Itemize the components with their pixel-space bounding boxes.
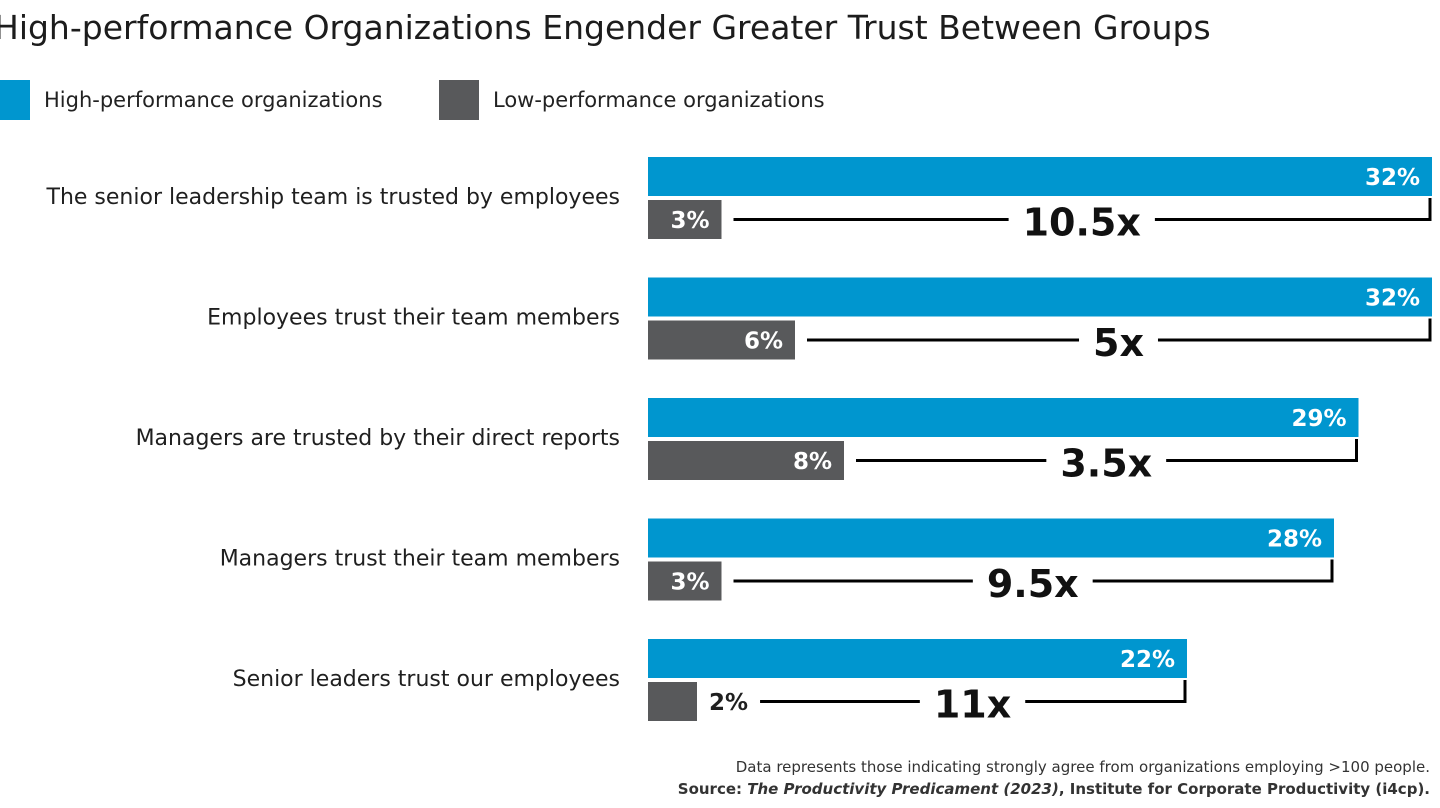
bar-high xyxy=(648,398,1359,437)
bar-high xyxy=(648,639,1187,678)
bar-label-low: 2% xyxy=(709,690,748,716)
bar-label-high: 22% xyxy=(1120,647,1175,673)
bar-low xyxy=(648,200,722,239)
category-label: Managers trust their team members xyxy=(220,547,620,572)
category-label: Employees trust their team members xyxy=(207,306,620,331)
bar-low xyxy=(648,561,722,601)
bar-label-high: 29% xyxy=(1291,406,1346,432)
ratio-label: 9.5x xyxy=(987,562,1079,606)
bar-label-high: 28% xyxy=(1267,527,1322,553)
bar-label-low: 3% xyxy=(670,570,709,596)
bar-low xyxy=(648,682,697,721)
footer-source: Source: The Productivity Predicament (20… xyxy=(678,780,1430,798)
bar-label-low: 6% xyxy=(744,329,783,355)
legend-swatch-high xyxy=(0,80,30,120)
ratio-label: 10.5x xyxy=(1023,201,1141,245)
ratio-label: 3.5x xyxy=(1060,442,1152,486)
legend-item-low: Low-performance organizations xyxy=(439,80,825,120)
legend-swatch-low xyxy=(439,80,479,120)
bar-label-high: 32% xyxy=(1365,286,1420,312)
source-prefix: Source: xyxy=(677,780,748,798)
legend-item-high: High-performance organizations xyxy=(0,80,383,120)
category-label: The senior leadership team is trusted by… xyxy=(46,185,620,210)
bar-label-low: 3% xyxy=(670,208,709,234)
source-suffix: , Institute for Corporate Productivity (… xyxy=(1058,780,1430,798)
chart-title: High-performance Organizations Engender … xyxy=(0,8,1211,47)
legend-label-high: High-performance organizations xyxy=(44,88,383,112)
legend-label-low: Low-performance organizations xyxy=(493,88,825,112)
source-title: The Productivity Predicament (2023) xyxy=(747,780,1059,798)
ratio-label: 5x xyxy=(1093,321,1144,365)
footer-note: Data represents those indicating strongl… xyxy=(735,758,1430,776)
bar-low xyxy=(648,441,844,480)
bar-chart: The senior leadership team is trusted by… xyxy=(46,157,1432,727)
bar-label-high: 32% xyxy=(1365,165,1420,191)
bar-high xyxy=(648,157,1432,196)
bar-label-low: 8% xyxy=(793,449,832,475)
bar-low xyxy=(648,320,795,360)
category-label: Senior leaders trust our employees xyxy=(233,667,620,692)
category-label: Managers are trusted by their direct rep… xyxy=(136,426,620,451)
bar-high xyxy=(648,518,1334,558)
ratio-label: 11x xyxy=(934,683,1011,727)
bar-high xyxy=(648,277,1432,317)
